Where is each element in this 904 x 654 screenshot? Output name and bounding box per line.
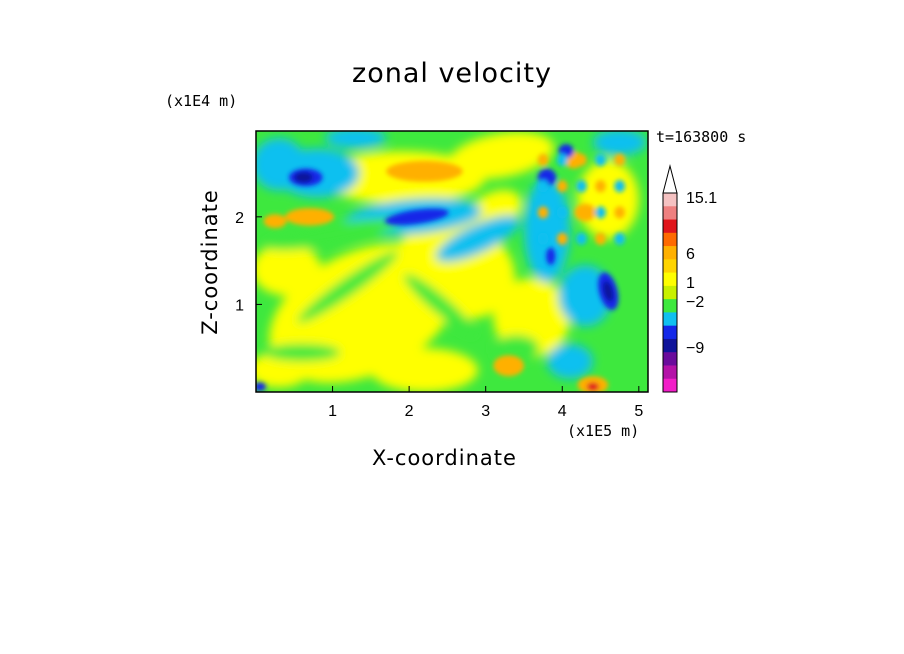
field-cell bbox=[256, 382, 266, 392]
field-cell bbox=[285, 208, 335, 226]
field-cell bbox=[493, 355, 524, 377]
field-cell bbox=[297, 251, 399, 323]
colorbar-label: −9 bbox=[686, 340, 704, 357]
colorbar-segment bbox=[663, 285, 677, 300]
colorbar-segment bbox=[663, 206, 677, 221]
field-cell bbox=[614, 206, 626, 219]
colorbar-segment bbox=[663, 246, 677, 260]
field-cell bbox=[556, 232, 568, 245]
field-cell bbox=[256, 352, 310, 388]
field-cell bbox=[264, 218, 401, 251]
x-axis-label: X-coordinate bbox=[372, 446, 517, 470]
velocity-field bbox=[256, 131, 648, 392]
field-cell bbox=[576, 232, 587, 245]
field-cell bbox=[324, 131, 387, 149]
colorbar-segment bbox=[663, 232, 677, 247]
field-cell bbox=[546, 247, 556, 266]
colorbar-label: −2 bbox=[686, 294, 704, 311]
colorbar-segment bbox=[663, 272, 677, 287]
field-cell bbox=[404, 274, 476, 335]
field-cell bbox=[556, 180, 568, 193]
field-cell bbox=[435, 215, 521, 262]
field-cell bbox=[576, 180, 587, 193]
colorbar-segment bbox=[663, 259, 677, 274]
field-cell bbox=[537, 232, 549, 245]
field-cell bbox=[448, 132, 554, 180]
field-cell bbox=[556, 206, 568, 219]
field-cell bbox=[556, 153, 568, 167]
field-cell bbox=[586, 382, 599, 392]
field-cell bbox=[595, 232, 606, 245]
axis-ticks: 1 2 3 4 5 1 2 bbox=[235, 210, 643, 420]
field-cell bbox=[614, 153, 626, 167]
field-cell bbox=[577, 159, 639, 239]
x-tick-label: 4 bbox=[558, 403, 567, 420]
field-cell bbox=[576, 206, 587, 219]
x-tick-label: 2 bbox=[405, 403, 414, 420]
field-cell bbox=[263, 343, 341, 362]
field-cell bbox=[537, 153, 549, 167]
field-cell bbox=[595, 180, 606, 193]
colorbar-segment bbox=[663, 219, 677, 234]
field-cell bbox=[576, 153, 587, 167]
colorbar-extend-arrow bbox=[662, 164, 678, 194]
field-cell bbox=[595, 153, 606, 167]
colorbar-segment bbox=[663, 338, 677, 353]
field-cell bbox=[386, 160, 463, 182]
field-smooth-layer bbox=[256, 131, 647, 392]
plot-frame bbox=[255, 130, 649, 393]
field-detail-layer bbox=[256, 144, 626, 392]
colorbar-label: 15.1 bbox=[686, 190, 717, 207]
time-label: t=163800 s bbox=[656, 128, 747, 146]
field-cell bbox=[294, 172, 313, 183]
colorbar-segment bbox=[663, 312, 677, 327]
colorbar-label: 6 bbox=[686, 246, 695, 263]
colorbar-frame bbox=[662, 192, 678, 393]
x-tick-label: 5 bbox=[634, 403, 643, 420]
field-cell bbox=[384, 208, 449, 226]
y-tick-label: 1 bbox=[235, 297, 244, 314]
chart-title: zonal velocity bbox=[352, 58, 552, 89]
field-cell bbox=[493, 335, 540, 362]
field-cell bbox=[537, 206, 549, 219]
colorbar-segment bbox=[663, 378, 677, 393]
field-cell bbox=[370, 348, 479, 392]
colorbar: 15.1 6 1 −2 −9 bbox=[662, 164, 717, 393]
colorbar-segment bbox=[663, 325, 677, 340]
y-axis-multiplier: (x1E4 m) bbox=[165, 92, 238, 110]
field-cell bbox=[592, 131, 647, 156]
colorbar-label: 1 bbox=[686, 275, 695, 292]
field-cell bbox=[614, 180, 626, 193]
field-cell bbox=[263, 214, 287, 229]
x-axis-multiplier: (x1E5 m) bbox=[567, 422, 640, 440]
field-cell bbox=[256, 243, 322, 296]
colorbar-segment bbox=[663, 352, 677, 366]
y-tick-label: 2 bbox=[235, 210, 244, 227]
field-cell bbox=[614, 232, 626, 245]
field-cell bbox=[546, 343, 593, 379]
field-cell bbox=[537, 180, 549, 193]
x-tick-label: 3 bbox=[481, 403, 490, 420]
colorbar-segment bbox=[663, 365, 677, 380]
x-tick-label: 1 bbox=[328, 403, 337, 420]
field-cell bbox=[523, 177, 570, 283]
field-cell bbox=[595, 206, 606, 219]
field-cell bbox=[602, 281, 614, 302]
colorbar-segment bbox=[663, 193, 677, 207]
colorbar-segment bbox=[663, 299, 677, 313]
